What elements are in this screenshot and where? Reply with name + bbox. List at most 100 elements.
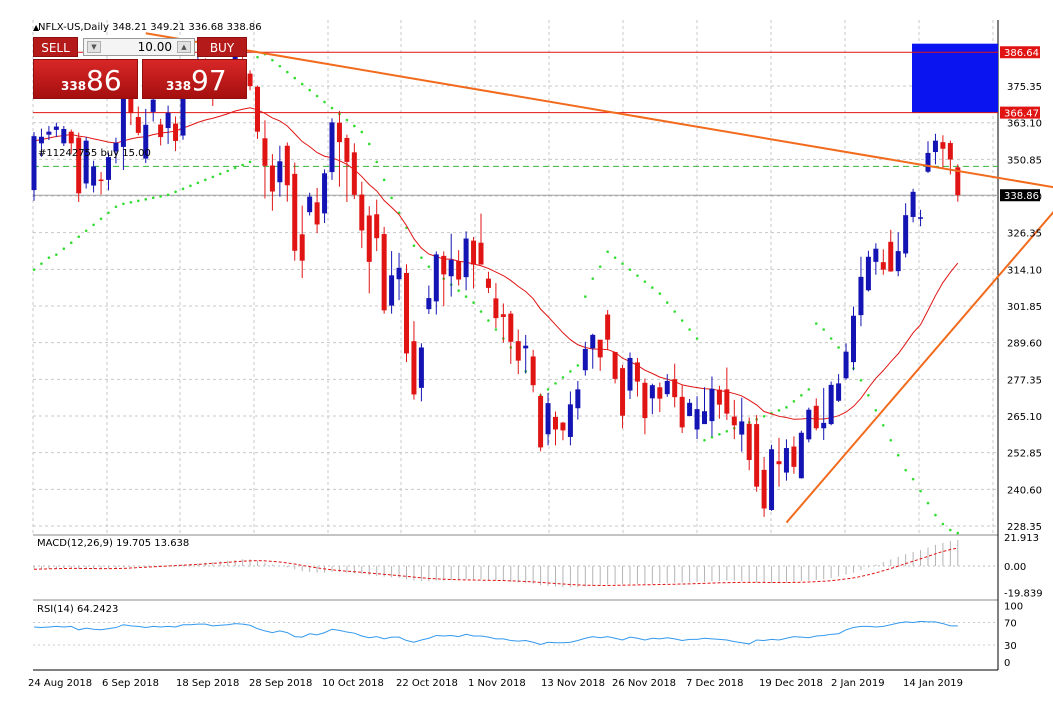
trendline	[145, 32, 1053, 189]
psar-dot	[882, 423, 885, 427]
candle-body	[575, 389, 581, 409]
candle-body	[508, 313, 514, 342]
psar-dot	[233, 166, 237, 170]
volume-decrease-icon[interactable]: ▼	[87, 41, 101, 53]
candle-body	[478, 242, 484, 265]
candle-body	[836, 383, 842, 401]
grid	[32, 20, 999, 671]
candle-body	[813, 405, 819, 429]
candle-body	[307, 196, 313, 213]
buy-price-big: 97	[191, 64, 227, 97]
collapse-arrow-icon[interactable]: ▲	[33, 23, 40, 32]
price-axis-label: 240.60	[1007, 485, 1042, 496]
psar-dot	[934, 513, 937, 517]
psar-dot	[382, 178, 386, 182]
psar-dot	[92, 223, 95, 227]
psar-dot	[77, 235, 80, 239]
psar-dot	[151, 196, 155, 200]
candle-body	[553, 416, 558, 430]
psar-dot	[814, 322, 818, 325]
candle-body	[366, 215, 372, 262]
candle-body	[314, 202, 320, 225]
candle-body	[776, 461, 782, 465]
candle-body	[471, 240, 477, 265]
candle-body	[396, 267, 402, 280]
candle-body	[828, 384, 834, 425]
candle-body	[448, 259, 454, 277]
candle-body	[463, 238, 469, 278]
sell-button[interactable]: SELL	[33, 37, 78, 57]
sell-quote[interactable]: 338 86	[33, 59, 138, 99]
psar-dot	[367, 142, 371, 146]
macd-axis-label: -19.839	[1004, 588, 1043, 599]
psar-dot	[32, 268, 36, 271]
date-axis-label: 26 Nov 2018	[612, 678, 676, 689]
candle-body	[46, 131, 52, 135]
psar-dot	[427, 265, 431, 268]
buy-button[interactable]: BUY	[197, 37, 247, 57]
volume-increase-icon[interactable]: ▲	[177, 41, 191, 53]
volume-value[interactable]: 10.00	[137, 40, 172, 54]
psar-dot	[286, 70, 289, 74]
psar-dot	[412, 244, 416, 248]
psar-dot	[114, 205, 118, 209]
psar-dot	[695, 337, 699, 340]
psar-dot	[919, 489, 922, 493]
candle-body	[851, 315, 856, 363]
psar-dot	[777, 409, 781, 412]
candle-body	[649, 385, 655, 399]
psar-dot	[576, 364, 580, 367]
psar-dot	[822, 328, 825, 331]
candle-body	[724, 389, 730, 414]
psar-dot	[725, 429, 729, 433]
psar-dot	[107, 211, 110, 215]
psar-dot	[584, 295, 587, 298]
candle-body	[68, 131, 74, 144]
candle-body	[545, 403, 551, 435]
price-tag-bg	[1000, 189, 1040, 202]
candle-body	[783, 448, 789, 473]
candle-body	[359, 194, 365, 231]
candle-body	[627, 357, 633, 391]
psar-dot	[323, 100, 326, 104]
candle-body	[441, 255, 447, 275]
candle-body	[672, 379, 678, 398]
psar-dot	[330, 106, 334, 110]
psar-dot	[703, 438, 706, 442]
psar-dot	[867, 394, 870, 397]
order-label: #11242755 buy 15.00	[38, 148, 151, 159]
moving-average	[33, 107, 959, 420]
date-axis-label: 1 Nov 2018	[468, 678, 526, 689]
psar-dot	[464, 295, 468, 298]
rsi-axis-label: 100	[1004, 602, 1023, 613]
candle-body	[135, 117, 141, 133]
buy-quote[interactable]: 338 97	[142, 59, 247, 99]
price-axis-label: 350.85	[1007, 155, 1042, 166]
price-tag: 366.47	[1004, 109, 1039, 120]
candle-body	[590, 334, 596, 349]
candle-body	[83, 140, 89, 184]
candle-body	[53, 126, 59, 130]
psar-dot	[196, 181, 200, 185]
psar-dot	[353, 124, 356, 128]
psar-dot	[546, 388, 550, 391]
candle-body	[292, 173, 298, 251]
psar-dot	[189, 184, 192, 188]
price-axis-label: 289.60	[1007, 339, 1042, 350]
rsi-line	[33, 620, 958, 646]
rsi-axis-label: 30	[1004, 641, 1017, 652]
candle-body	[389, 275, 395, 306]
candle-body	[947, 143, 953, 160]
psar-dot	[144, 198, 148, 201]
candle-body	[709, 388, 715, 422]
psar-dot	[621, 262, 624, 265]
candle-body	[351, 152, 357, 195]
rsi-axis-label: 0	[1004, 658, 1010, 669]
candle-body	[642, 382, 648, 419]
psar-dot	[680, 319, 684, 322]
candle-body	[821, 422, 827, 429]
psar-dot	[494, 328, 498, 331]
volume-input[interactable]: ▼ 10.00 ▲	[83, 38, 195, 56]
